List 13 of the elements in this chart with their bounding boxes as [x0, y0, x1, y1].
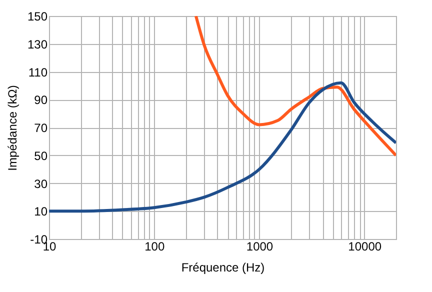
y-tick-label: 150	[27, 10, 48, 24]
x-axis-title: Fréquence (Hz)	[181, 260, 265, 274]
y-tick-label: 90	[34, 93, 48, 108]
y-tick-label: 10	[34, 204, 48, 219]
x-tick-label: 10000	[348, 240, 382, 254]
y-axis-title: Impédance (kΩ)	[5, 85, 20, 171]
y-tick-label: 130	[27, 37, 48, 52]
x-tick-label: 1000	[246, 240, 274, 254]
y-tick-label: 30	[34, 176, 48, 191]
y-tick-label: 70	[34, 121, 48, 135]
y-tick-label: 50	[34, 148, 48, 163]
x-tick-label: 100	[144, 240, 165, 254]
y-tick-label: 110	[28, 65, 48, 80]
